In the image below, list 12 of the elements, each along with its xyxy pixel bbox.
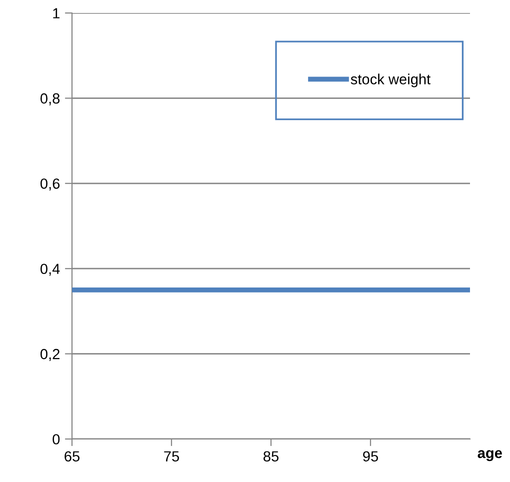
legend-label: stock weight (350, 74, 431, 88)
y-tick-label: 0 (52, 434, 60, 444)
y-tick-label: 0,2 (40, 348, 60, 361)
x-tick-label: 95 (363, 451, 378, 462)
y-tick-label: 0,8 (40, 93, 60, 106)
y-tick-label: 1 (53, 8, 60, 18)
x-tick-label: 65 (64, 451, 80, 462)
x-axis-title: age (478, 450, 502, 462)
y-tick-label: 0,4 (40, 264, 60, 276)
x-tick-label: 75 (164, 451, 179, 462)
y-tick-label: 0,6 (40, 178, 60, 191)
x-tick-label: 85 (264, 451, 278, 462)
